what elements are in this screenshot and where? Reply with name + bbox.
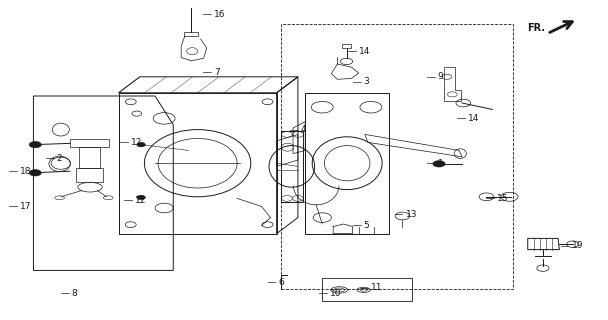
Text: FR.: FR.: [527, 23, 545, 33]
Bar: [281, 24, 513, 289]
Text: 2: 2: [57, 154, 62, 163]
Circle shape: [29, 170, 41, 176]
Circle shape: [137, 142, 145, 147]
Text: 12: 12: [131, 138, 142, 147]
Text: 14: 14: [468, 114, 480, 123]
Text: 17: 17: [20, 202, 32, 211]
Text: 19: 19: [572, 241, 583, 250]
Text: 18: 18: [20, 167, 32, 176]
Text: 7: 7: [214, 68, 219, 76]
Text: 9: 9: [438, 72, 443, 81]
Text: 8: 8: [72, 289, 77, 298]
Text: 5: 5: [364, 221, 369, 230]
Bar: [322, 278, 412, 301]
Text: 3: 3: [364, 77, 369, 86]
Text: 16: 16: [214, 10, 226, 19]
Circle shape: [29, 141, 41, 148]
Text: 1: 1: [438, 159, 443, 168]
Text: 10: 10: [330, 289, 342, 298]
Text: 6: 6: [278, 278, 284, 287]
Text: 13: 13: [406, 210, 417, 219]
Circle shape: [433, 161, 445, 167]
Circle shape: [137, 195, 145, 200]
Text: 15: 15: [497, 194, 509, 203]
Text: 14: 14: [359, 47, 370, 56]
Text: 11: 11: [371, 283, 382, 292]
Text: 12: 12: [135, 196, 147, 204]
Text: 4: 4: [301, 125, 306, 134]
